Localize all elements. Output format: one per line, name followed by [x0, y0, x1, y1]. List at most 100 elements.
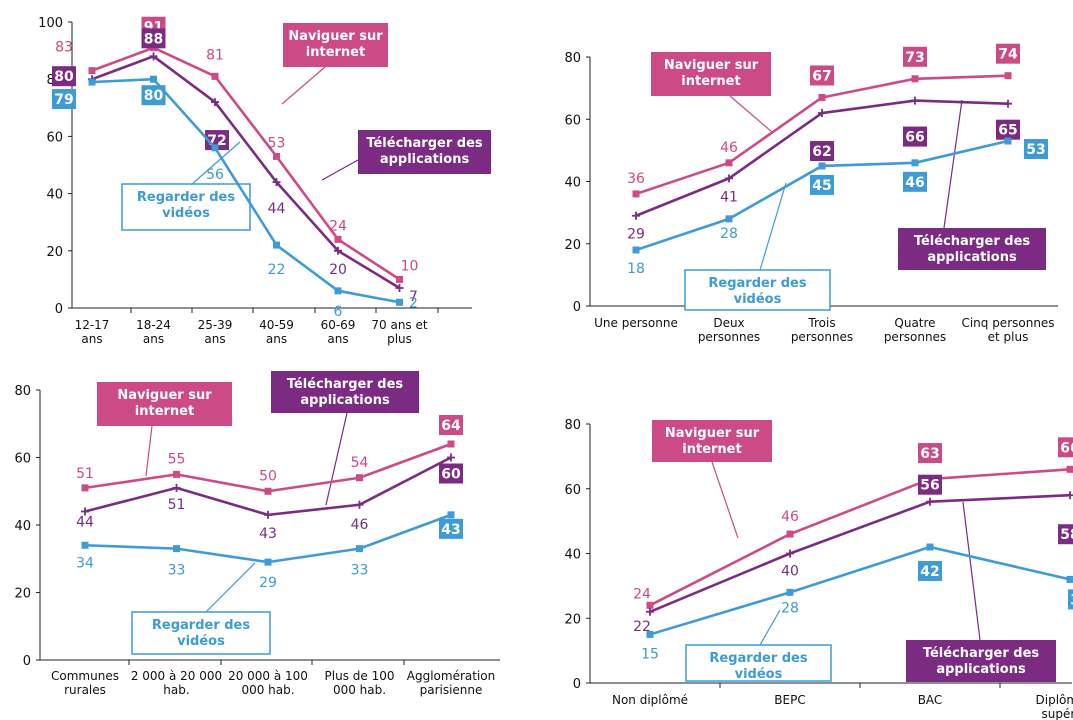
data-label: 74: [998, 47, 1018, 63]
data-label: 58: [1060, 527, 1073, 543]
data-label-box: [439, 518, 463, 539]
chart-2: 0 20 40 60 80 Une personne Deux personnes Trois p…: [564, 43, 1058, 344]
callout-leader-line: [759, 609, 781, 646]
callout-leader-line: [759, 182, 787, 271]
data-point-marker: [1066, 465, 1073, 473]
data-label-box: [996, 43, 1020, 64]
data-point-marker: [334, 246, 342, 255]
data-point-marker: [926, 497, 934, 506]
y-tick-label: 0: [573, 677, 581, 692]
data-point-marker: [646, 630, 654, 638]
data-label: 56: [206, 167, 224, 183]
series-videos: 15 28 42 32: [641, 543, 1073, 662]
data-point-marker: [818, 109, 826, 118]
x-category-label: Agglomération parisienne: [407, 669, 495, 697]
data-label: 63: [920, 446, 939, 462]
callout-label: Regarder des vidéos: [709, 651, 807, 682]
chart-4: 0 20 40 60 80 Non diplômé BEPC BAC Diplômé dusup…: [564, 418, 1073, 720]
data-label: 33: [351, 563, 369, 579]
data-label: 15: [641, 646, 659, 662]
series-callout-videos: Regarder des vidéos: [684, 182, 831, 311]
data-point-marker: [395, 283, 404, 292]
callout-leader-line: [729, 95, 773, 133]
data-label: 66: [1060, 440, 1073, 456]
x-category-label: 20 000 à 100 000 hab.: [228, 669, 308, 697]
data-label: 73: [905, 50, 924, 66]
data-point-marker: [264, 558, 272, 566]
series-line-apps: [649, 493, 1071, 613]
data-label-box: [52, 66, 76, 87]
data-label-box: [918, 443, 942, 464]
data-label: 20: [329, 262, 347, 278]
data-label-box: [903, 126, 927, 147]
data-label: 18: [627, 261, 645, 277]
series-internet: 24 46 63 66: [633, 437, 1073, 609]
series-callout-internet: Naviguer sur internet: [651, 52, 773, 133]
series-line-internet: [649, 468, 1071, 607]
data-label: 46: [351, 517, 369, 533]
y-tick-label: 20: [564, 238, 581, 253]
callout-label: Naviguer sur internet: [117, 388, 212, 419]
data-point-marker: [355, 500, 364, 509]
data-point-marker: [786, 588, 794, 596]
data-label: 44: [76, 515, 94, 531]
data-point-marker: [173, 545, 180, 553]
data-point-marker: [273, 241, 280, 249]
data-label-box: [141, 28, 166, 49]
data-label: 64: [441, 418, 461, 434]
x-category-label: Plus de 100 000 hab.: [325, 669, 395, 697]
data-point-marker: [334, 235, 342, 243]
data-label-box: [1068, 589, 1073, 610]
series-line-apps: [84, 456, 452, 517]
x-category-label: BAC: [918, 693, 943, 707]
data-point-marker: [447, 511, 455, 519]
callout-box: [651, 52, 771, 96]
data-label-box: [1058, 524, 1073, 545]
data-label-box: [810, 141, 834, 162]
callout-leader-line: [191, 141, 241, 185]
callout-box: [358, 130, 491, 174]
data-point-marker: [646, 601, 654, 609]
data-label: 66: [905, 130, 924, 146]
data-point-marker: [81, 507, 89, 516]
data-label-box: [810, 174, 834, 195]
callout-label: Télécharger des applications: [287, 377, 404, 408]
data-label: 67: [812, 68, 831, 84]
data-label: 65: [998, 123, 1017, 139]
y-tick-label: 40: [46, 188, 63, 203]
callout-box: [652, 420, 772, 462]
callout-label: Regarder des vidéos: [708, 276, 806, 307]
data-label-box: [810, 65, 834, 86]
y-tick-label: 80: [14, 384, 31, 399]
data-point-marker: [1066, 491, 1073, 500]
x-category-label: Cinq personnes et plus: [961, 316, 1054, 344]
series-apps: 29 41 62 66 65: [627, 96, 1020, 243]
series-videos: 79 80 56 22 6 2: [52, 75, 418, 320]
data-label-box: [141, 85, 166, 106]
data-label: 7: [409, 289, 418, 305]
y-tick-label: 60: [564, 113, 581, 128]
x-category-label: Non diplômé: [612, 693, 688, 707]
x-category-label: Deux personnes: [698, 316, 760, 344]
data-label: 29: [259, 575, 277, 591]
callout-box: [906, 640, 1056, 682]
data-label: 41: [720, 189, 738, 205]
x-category-label: 60-69 ans: [321, 318, 356, 346]
callout-label: Regarder des vidéos: [137, 190, 235, 221]
data-point-marker: [632, 190, 640, 198]
data-label: 42: [920, 564, 939, 580]
y-tick-label: 80: [564, 418, 581, 433]
data-label: 51: [76, 466, 94, 482]
callout-label: Télécharger des applications: [914, 234, 1031, 265]
data-point-marker: [211, 98, 219, 107]
y-tick-label: 0: [573, 300, 581, 315]
callout-leader-line: [205, 562, 256, 613]
y-tick-label: 20: [46, 245, 63, 260]
data-point-marker: [334, 287, 342, 295]
data-point-marker: [272, 178, 281, 187]
y-tick-label: 100: [38, 16, 63, 31]
data-label-box: [52, 89, 76, 110]
data-point-marker: [81, 484, 89, 492]
